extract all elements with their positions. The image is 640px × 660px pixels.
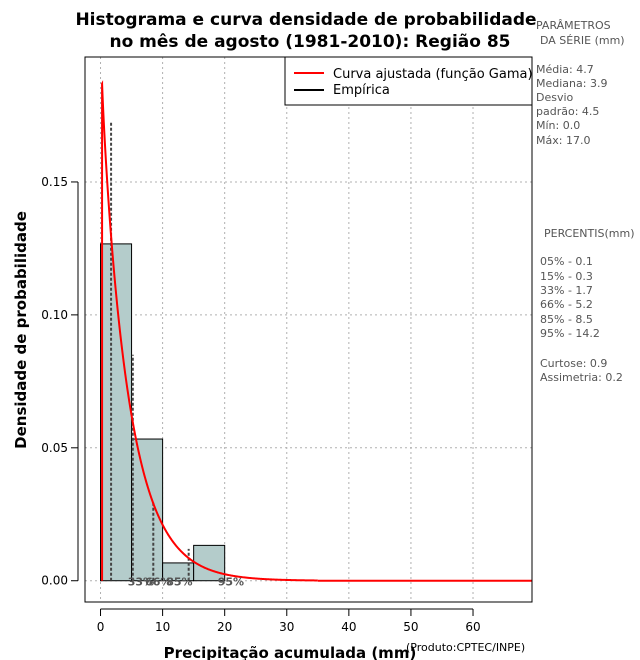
percentil-05: 05% - 0.1	[540, 255, 593, 268]
y-tick-label: 0.10	[41, 308, 68, 322]
histogram-bar	[131, 438, 164, 582]
x-tick-label: 60	[465, 620, 480, 634]
stat-min: Mín: 0.0	[536, 119, 580, 132]
percentile-label: 33%	[128, 576, 154, 589]
percentil-95: 95% - 14.2	[540, 327, 600, 340]
percentil-33: 33% - 1.7	[540, 284, 593, 297]
x-tick-label: 10	[155, 620, 170, 634]
gamma-curve	[101, 80, 318, 582]
stats-panel: PARÂMETROS DA SÉRIE (mm) Média: 4.7 Medi…	[536, 19, 635, 384]
percentile-label: 85%	[166, 576, 192, 589]
percentile-label: 95%	[218, 576, 244, 589]
x-tick-label: 20	[217, 620, 232, 634]
y-tick-label: 0.15	[41, 175, 68, 189]
gamma-curve-group	[101, 80, 532, 582]
legend-box	[284, 56, 533, 106]
x-tick-label: 0	[97, 620, 105, 634]
stat-median: Mediana: 3.9	[536, 77, 607, 90]
legend-gamma-label: Curva ajustada (função Gama)	[333, 67, 533, 82]
y-axis: 0.00 0.05 0.10 0.15	[41, 175, 79, 588]
histogram-bar	[193, 544, 226, 582]
percentil-85: 85% - 8.5	[540, 313, 593, 326]
chart-title-line1: Histograma e curva densidade de probabil…	[75, 10, 536, 30]
x-tick-label: 30	[279, 620, 294, 634]
percentis-title: PERCENTIS(mm)	[544, 227, 635, 240]
x-axis-label: Precipitação acumulada (mm)	[164, 644, 417, 660]
x-axis: 0 10 20 30 40 50 60	[97, 608, 481, 634]
stat-mean: Média: 4.7	[536, 63, 594, 76]
grid	[85, 57, 532, 602]
y-tick-label: 0.05	[41, 441, 68, 455]
stat-kurtosis: Curtose: 0.9	[540, 357, 607, 370]
x-tick-label: 40	[341, 620, 356, 634]
y-tick-label: 0.00	[41, 574, 68, 588]
percentil-66: 66% - 5.2	[540, 298, 593, 311]
params-title-2: DA SÉRIE (mm)	[540, 34, 625, 47]
percentile-label: 66%	[145, 576, 171, 589]
chart-title-line2: no mês de agosto (1981-2010): Região 85	[109, 32, 510, 52]
legend-empirical-label: Empírica	[333, 83, 390, 98]
x-tick-label: 50	[403, 620, 418, 634]
histogram-bars	[100, 243, 226, 582]
product-credit: (Produto:CPTEC/INPE)	[406, 641, 525, 654]
y-axis-label: Densidade de probabilidade	[12, 211, 30, 449]
stat-skewness: Assimetria: 0.2	[540, 371, 623, 384]
stat-max: Máx: 17.0	[536, 134, 590, 147]
params-title-1: PARÂMETROS	[536, 19, 611, 32]
percentile-labels: 33%66%85% 95%	[128, 576, 244, 589]
legend: Curva ajustada (função Gama) Empírica	[284, 56, 533, 106]
stat-stddev-2: padrão: 4.5	[536, 105, 599, 118]
empirical-markers	[110, 120, 190, 581]
stat-stddev-1: Desvio	[536, 91, 574, 104]
percentil-15: 15% - 0.3	[540, 270, 593, 283]
